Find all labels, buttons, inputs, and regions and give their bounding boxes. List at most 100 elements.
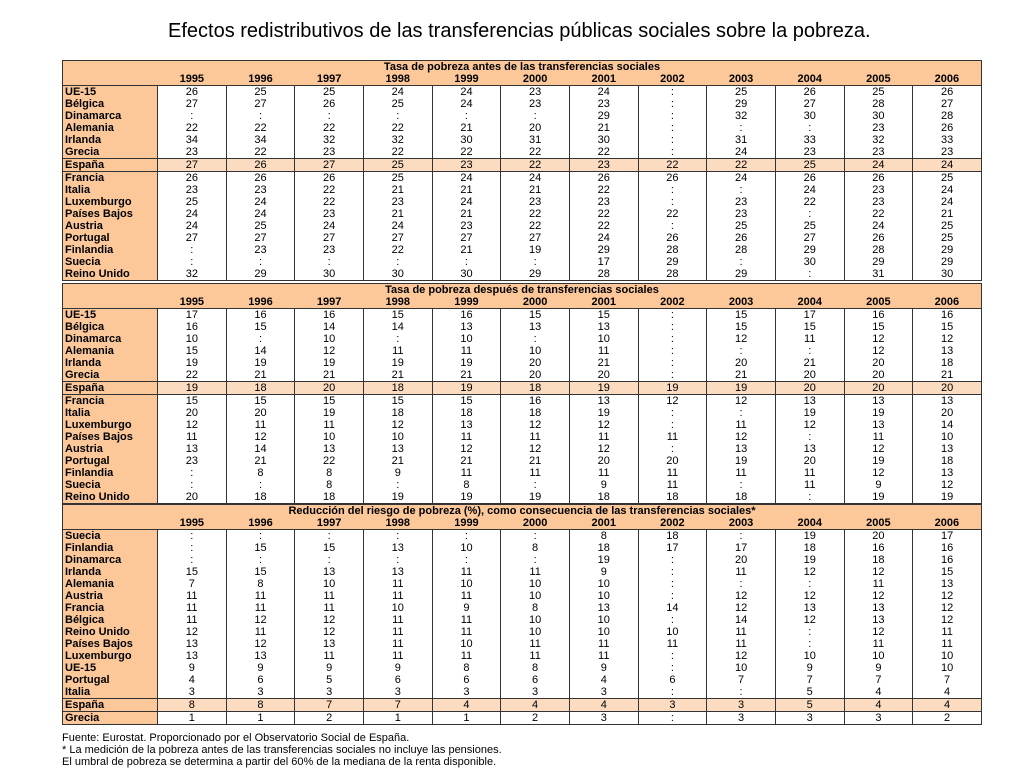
table-cell: 4 (432, 698, 502, 712)
table-cell: 18 (638, 529, 708, 542)
year-header: 1998 (363, 517, 433, 530)
table-cell: 12 (638, 394, 708, 407)
table-cell: 15 (706, 308, 776, 321)
table-cell: 29 (706, 268, 776, 281)
table-cell: 22 (363, 122, 433, 134)
table-cell: 18 (912, 455, 982, 467)
table-cell: 15 (294, 542, 364, 554)
table-cell: 12 (157, 419, 227, 431)
table-cell: 16 (844, 308, 914, 321)
table-cell: 21 (912, 208, 982, 220)
table-cell: 12 (775, 614, 845, 626)
table-cell: 15 (912, 566, 982, 578)
year-header: 2005 (844, 296, 913, 309)
table-cell: 18 (569, 542, 639, 554)
country-label: Austria (62, 590, 158, 602)
table-cell: 10 (912, 662, 982, 674)
country-label: Países Bajos (62, 638, 158, 650)
table-cell: 10 (294, 333, 364, 345)
table-cell: 27 (294, 232, 364, 244)
table-cell: 22 (363, 146, 433, 159)
table-cell: : (706, 184, 776, 196)
table-cell: 12 (912, 614, 982, 626)
year-header: 2000 (500, 73, 570, 86)
table-cell: 19 (569, 554, 639, 566)
table-row: Austria 13 14 13 13 12 12 12:13 13 12 13 (62, 443, 982, 455)
year-header: 1997 (294, 296, 364, 309)
table-cell: 23 (706, 208, 776, 220)
table-cell: 7 (363, 698, 433, 712)
table-cell: 13 (706, 443, 776, 455)
table-cell: 29 (569, 244, 639, 256)
table-cell: 31 (706, 134, 776, 146)
table-cell: 15 (157, 566, 227, 578)
table-row: Alemania 7 8 10 11 10 10 10:::11 13 (62, 578, 982, 590)
table-caption: Tasa de pobreza antes de las transferenc… (62, 60, 982, 73)
table-cell: 18 (500, 381, 570, 395)
table-cell: 28 (844, 244, 914, 256)
table-row: Grecia 23 22 23 22 22 22 22:24 23 23 23 (62, 146, 982, 159)
table-cell: 19 (569, 381, 639, 395)
table-cell: 11 (294, 602, 364, 614)
table-cell: 12 (706, 590, 776, 602)
table-cell: : (638, 321, 708, 333)
table-cell: 30 (775, 110, 845, 122)
table-cell: : (226, 333, 296, 345)
table-cell: 3 (500, 686, 570, 699)
table-cell: 21 (569, 357, 639, 369)
table-cell: 12 (844, 467, 914, 479)
table-cell: 22 (844, 208, 914, 220)
table-cell: 20 (569, 455, 639, 467)
table-cell: 11 (226, 590, 296, 602)
table-cell: 10 (500, 626, 570, 638)
year-header: 1996 (226, 296, 295, 309)
table-row: Luxemburgo 12 11 11 12 13 12 12:11 12 13 14 (62, 419, 982, 431)
table-cell: : (157, 479, 227, 491)
table-cell: 18 (638, 491, 708, 504)
table-cell: 5 (775, 698, 845, 712)
table-cell: 24 (363, 220, 433, 232)
table-cell: 16 (432, 308, 502, 321)
table-cell: 13 (569, 321, 639, 333)
table-cell: 19 (844, 455, 914, 467)
table-cell: 26 (226, 158, 296, 172)
table-cell: 21 (432, 208, 502, 220)
table-cell: 24 (157, 208, 227, 220)
table-cell: 12 (912, 602, 982, 614)
table-cell: 11 (706, 638, 776, 650)
table-cell: 26 (844, 232, 914, 244)
table-cell: 25 (912, 171, 982, 184)
table-cell: 2 (500, 711, 570, 725)
table-cell: 8 (157, 698, 227, 712)
table-cell: 13 (569, 602, 639, 614)
table-cell: 19 (363, 491, 433, 504)
table-cell: 22 (500, 208, 570, 220)
table-cell: 8 (226, 467, 296, 479)
table-cell: : (157, 244, 227, 256)
table-cell: 28 (638, 244, 708, 256)
table-cell: 11 (706, 626, 776, 638)
country-label: Finlandia (62, 542, 158, 554)
country-label: Italia (62, 686, 158, 699)
table-cell: 5 (775, 686, 845, 699)
table-cell: 8 (432, 662, 502, 674)
table-cell: 21 (432, 184, 502, 196)
country-label: Francia (62, 171, 158, 184)
year-header: 2005 (844, 517, 913, 530)
table-cell: 11 (775, 467, 845, 479)
table-cell: 11 (638, 467, 708, 479)
table-cell: 27 (226, 232, 296, 244)
table-cell: 4 (569, 698, 639, 712)
table-cell: 9 (569, 566, 639, 578)
table-cell: 28 (912, 110, 982, 122)
table-cell: 1 (432, 711, 502, 725)
table-cell: 19 (912, 491, 982, 504)
country-label: Dinamarca (62, 333, 158, 345)
table-row: Alemania 22 22 22 22 21 20 21:::23 26 (62, 122, 982, 134)
year-header: 2001 (569, 517, 639, 530)
table-cell: 21 (500, 455, 570, 467)
table-cell: 29 (500, 268, 570, 281)
table-row: Bélgica 16 15 14 14 13 13 13:15 15 15 15 (62, 321, 982, 333)
table-cell: 13 (294, 638, 364, 650)
table-cell: : (157, 256, 227, 268)
